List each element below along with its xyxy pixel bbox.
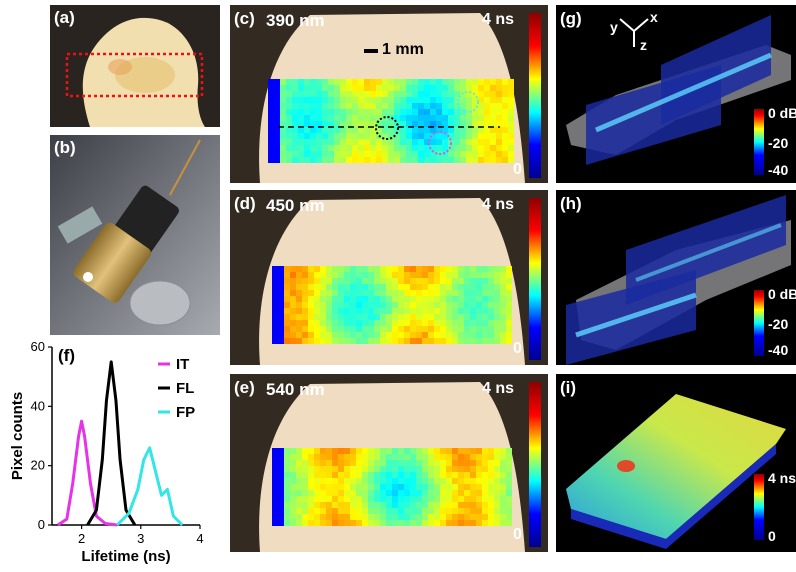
panel-g-cbar-max: 0 dB	[768, 105, 796, 121]
x-axis-label: Lifetime (ns)	[81, 548, 170, 565]
y-axis-label: Pixel counts	[9, 392, 26, 480]
panel-c-wavelength: 390 nm	[266, 11, 325, 30]
panel-b-photo: (b)	[50, 135, 220, 335]
lifetime-map-c	[230, 5, 548, 183]
y-tick-label: 0	[38, 517, 45, 532]
panel-e-cbar-min: 0	[513, 526, 522, 543]
lifetime-surface-i	[556, 374, 796, 552]
panel-i-cbar-max: 4 ns	[768, 470, 796, 486]
x-tick-label: 3	[137, 531, 144, 546]
panel-a-photo: (a)	[50, 5, 220, 127]
oct-volume-h	[556, 190, 796, 365]
panel-i-cbar-min: 0	[768, 528, 776, 544]
panel-a-label: (a)	[54, 8, 75, 27]
panel-g-label: (g)	[560, 9, 582, 28]
panel-h-cbar-min: -40	[768, 342, 789, 358]
panel-b-label: (b)	[54, 138, 76, 157]
legend-label: FP	[176, 404, 195, 421]
oct-volume-g	[556, 5, 796, 183]
lifetime-map-d	[230, 190, 548, 365]
probe-photo-b	[50, 135, 220, 335]
panel-d-cbar-max: 4 ns	[482, 196, 515, 213]
panel-e-label: (e)	[234, 378, 255, 397]
panel-d-wavelength: 450 nm	[266, 196, 325, 215]
axis-y-label: y	[610, 19, 618, 35]
panel-h-label: (h)	[560, 194, 582, 213]
y-tick-label: 20	[31, 458, 45, 473]
panel-d-label: (d)	[234, 194, 256, 213]
series-line-FL	[86, 360, 137, 526]
series-line-IT	[57, 419, 118, 527]
panel-g-cbar-mid: -20	[768, 135, 789, 151]
lifetime-map-e	[230, 374, 548, 552]
legend-label: FL	[176, 380, 194, 397]
axis-x-label: x	[650, 9, 658, 25]
y-tick-label: 60	[31, 339, 45, 354]
panel-g-oct: (g) y x z 0 dB -20 -40	[556, 5, 796, 183]
panel-i-label: (i)	[560, 378, 577, 397]
panel-i-surface: (i) 4 ns 0	[556, 374, 796, 552]
x-tick-label: 2	[78, 531, 85, 546]
legend-label: IT	[176, 356, 189, 373]
panel-h-cbar-mid: -20	[768, 316, 789, 332]
panel-c-colorbar	[529, 13, 541, 178]
panel-d-cbar-min: 0	[513, 340, 522, 357]
panel-h-cbar-max: 0 dB	[768, 286, 796, 302]
tissue-photo-a	[50, 5, 220, 127]
panel-c-map: (c) 390 nm 1 mm 4 ns 0	[230, 5, 548, 183]
panel-c-cbar-min: 0	[513, 161, 522, 178]
y-tick-label: 40	[31, 398, 45, 413]
x-tick-label: 4	[196, 531, 203, 546]
panel-e-colorbar	[529, 382, 541, 547]
panel-h-oct: (h) 0 dB -20 -40	[556, 190, 796, 365]
panel-e-cbar-max: 4 ns	[482, 380, 515, 397]
panel-d-colorbar	[529, 198, 541, 360]
axis-z-label: z	[640, 37, 647, 53]
panel-c-label: (c)	[234, 9, 255, 28]
panel-g-cbar-min: -40	[768, 162, 789, 178]
panel-f-label: (f)	[58, 346, 75, 365]
scale-bar	[364, 49, 378, 53]
scale-bar-label: 1 mm	[382, 41, 424, 58]
panel-e-wavelength: 540 nm	[266, 380, 325, 399]
series-line-FP	[116, 446, 184, 527]
panel-e-map: (e) 540 nm 4 ns 0	[230, 374, 548, 552]
panel-f-chart: 2 3 4 0 20 40 60 Lifetime (ns) Pixel counts IT FL F…	[0, 335, 228, 567]
panel-c-cbar-max: 4 ns	[482, 11, 515, 28]
panel-d-map: (d) 450 nm 4 ns 0	[230, 190, 548, 365]
